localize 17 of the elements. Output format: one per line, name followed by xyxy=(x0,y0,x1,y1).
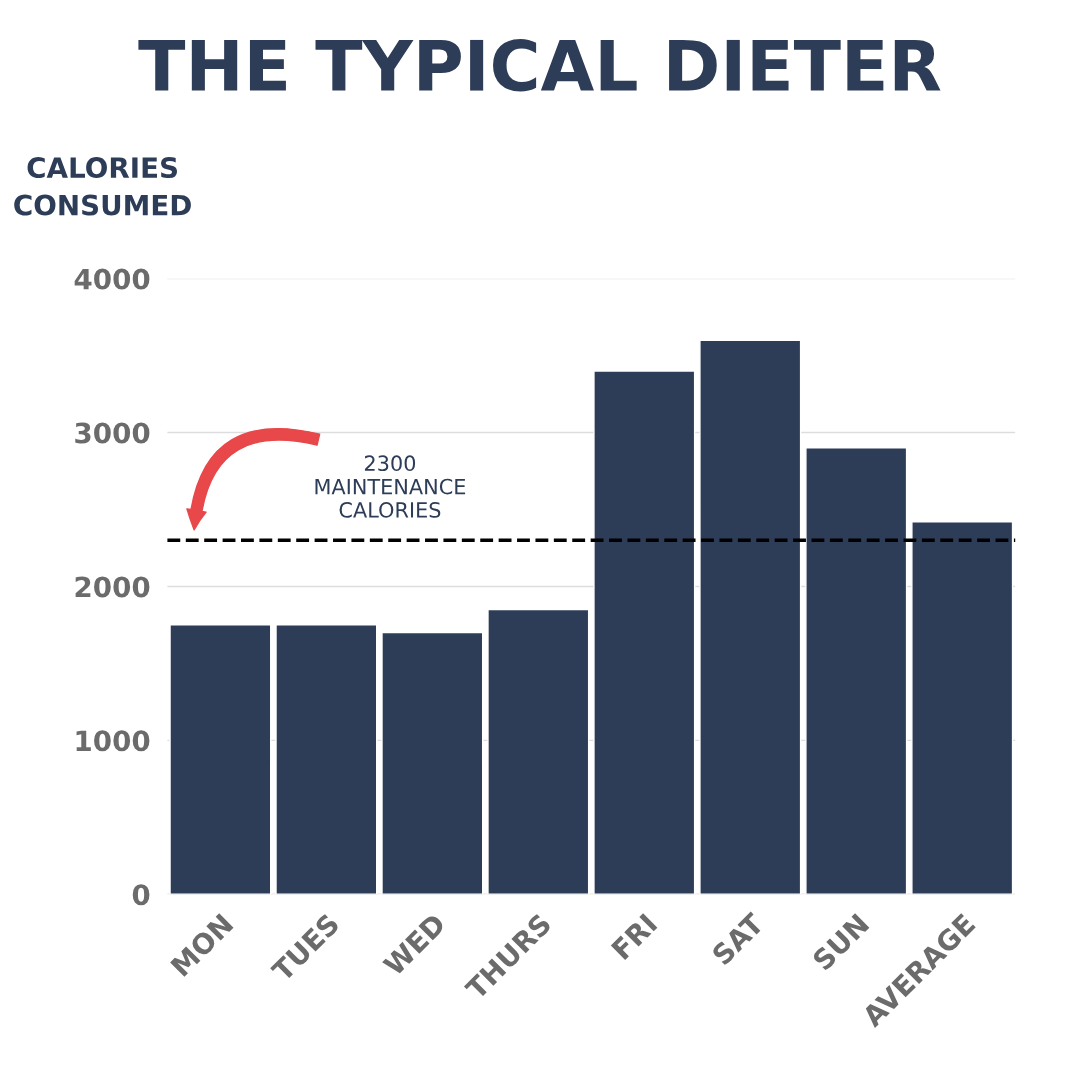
x-tick-label: FRI xyxy=(610,913,658,960)
y-tick-label: 3000 xyxy=(75,422,150,444)
y-tick-label: 4000 xyxy=(74,268,150,290)
ref-line-label: 2300 MAINTENANCE CALORIES xyxy=(315,455,466,518)
chart-title: THE TYPICAL DIETER xyxy=(138,39,941,92)
bar xyxy=(381,631,484,895)
y-tick-label: 2000 xyxy=(75,576,150,598)
bar xyxy=(805,447,908,895)
bar xyxy=(593,370,696,895)
bar xyxy=(487,608,590,895)
bar xyxy=(911,521,1014,895)
bar xyxy=(169,624,272,895)
bar xyxy=(275,624,378,895)
y-tick-label: 0 xyxy=(132,884,150,906)
y-tick-label: 1000 xyxy=(76,730,150,752)
bar xyxy=(699,339,802,895)
y-axis-title: CALORIES CONSUMED xyxy=(14,157,191,216)
